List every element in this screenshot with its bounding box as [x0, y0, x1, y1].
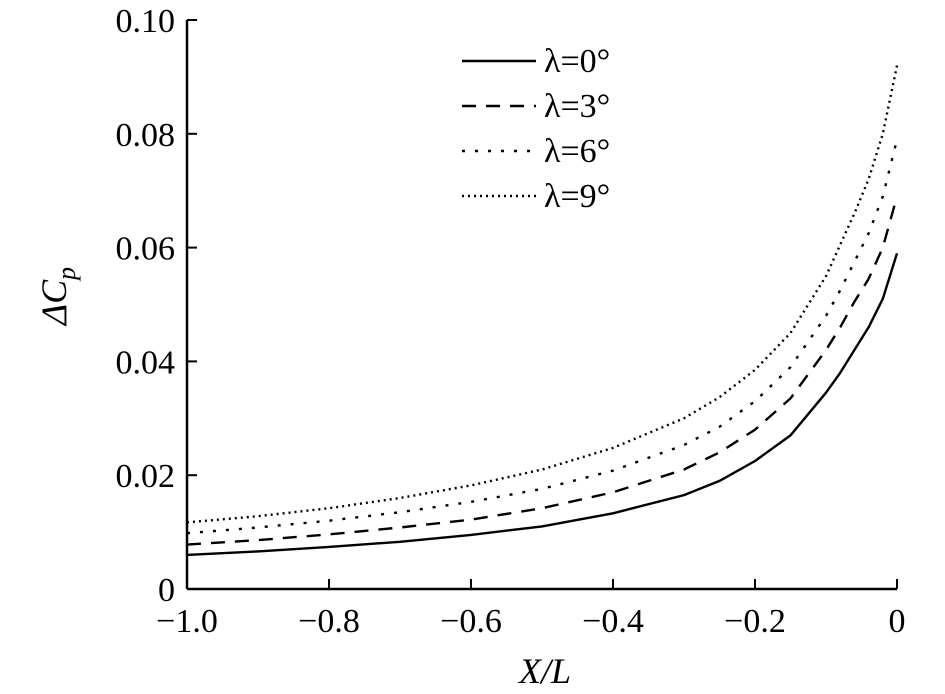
series-line-0	[186, 252, 899, 557]
legend: λ=0° λ=3° λ=6° λ=9°	[462, 43, 610, 215]
y-tick-label: 0.04	[116, 344, 176, 381]
y-tick-label: 0.10	[116, 3, 176, 40]
y-tick-label: 0.08	[116, 117, 176, 154]
x-tick-label: −0.4	[582, 603, 644, 640]
y-tick-label: 0.02	[116, 458, 176, 495]
x-tick-label: 0	[889, 603, 906, 640]
legend-label-1: λ=3°	[544, 88, 610, 125]
y-axis-title: ΔCp	[34, 267, 81, 327]
series-layer	[186, 65, 899, 557]
series-line-1	[186, 196, 899, 546]
x-tick-label: −1.0	[156, 603, 218, 640]
series-line-3	[186, 65, 899, 524]
x-tick-label: −0.6	[440, 603, 502, 640]
legend-label-3: λ=9°	[544, 178, 610, 215]
legend-label-0: λ=0°	[544, 43, 610, 80]
y-tick-label: 0	[158, 572, 175, 609]
series-line-2	[186, 139, 899, 535]
x-tick-label: −0.2	[724, 603, 786, 640]
x-axis-title: X/L	[517, 651, 571, 691]
ticks: −1.0 −0.8 −0.6 −0.4 −0.2 0 0 0.02 0.04 0.06 0.08 0.…	[116, 3, 906, 640]
legend-label-2: λ=6°	[544, 133, 610, 170]
x-tick-label: −0.8	[298, 603, 360, 640]
y-tick-label: 0.06	[116, 231, 176, 268]
axes	[185, 20, 897, 591]
